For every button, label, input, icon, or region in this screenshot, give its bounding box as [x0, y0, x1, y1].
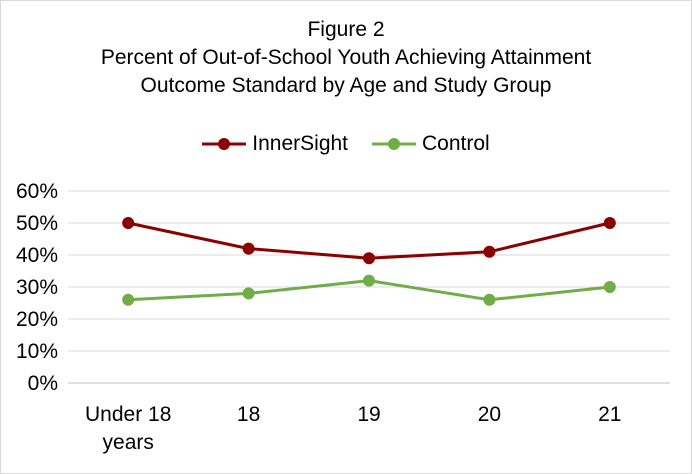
x-axis-tick-labels: Under 18 years 18 19 20 21 — [85, 403, 621, 454]
data-point — [242, 242, 255, 255]
chart-title-line-2: Percent of Out-of-School Youth Achieving… — [100, 46, 592, 69]
data-point — [483, 245, 496, 258]
x-tick-label: Under 18 — [85, 403, 171, 426]
data-point — [122, 217, 135, 229]
y-tick-label: 30% — [16, 276, 58, 299]
x-tick-label: 19 — [357, 403, 380, 426]
gridlines — [68, 190, 670, 384]
series-control — [122, 274, 616, 306]
legend-label-control: Control — [422, 132, 490, 155]
y-tick-label: 10% — [16, 340, 58, 363]
y-tick-label: 60% — [16, 180, 58, 203]
data-point — [483, 293, 496, 306]
y-tick-label: 40% — [16, 244, 58, 267]
series-layer — [122, 217, 616, 306]
y-tick-label: 20% — [16, 308, 58, 331]
x-tick-label: 18 — [237, 403, 260, 426]
x-tick-label: years — [103, 431, 154, 454]
series-innersight — [122, 217, 616, 265]
x-tick-label: 21 — [598, 403, 621, 426]
data-point — [242, 287, 255, 300]
chart-title-line-3: Outcome Standard by Age and Study Group — [140, 74, 552, 97]
y-tick-label: 0% — [28, 372, 58, 395]
chart-legend: InnerSight Control — [0, 130, 692, 158]
data-point — [363, 274, 375, 287]
y-axis-tick-labels: 0% 10% 20% 30% 40% 50% 60% — [16, 180, 58, 395]
data-point — [363, 252, 375, 265]
legend-label-innersight: InnerSight — [252, 132, 349, 155]
legend-swatch-innersight — [202, 138, 247, 150]
chart-title-line-1: Figure 2 — [307, 18, 385, 41]
data-point — [603, 281, 616, 293]
x-tick-label: 20 — [478, 403, 501, 426]
data-point — [603, 217, 616, 229]
chart-title: Figure 2 Percent of Out-of-School Youth … — [0, 16, 692, 100]
legend-item-innersight: InnerSight — [202, 132, 348, 156]
legend-swatch-control — [372, 138, 417, 150]
data-point — [122, 293, 135, 306]
y-tick-label: 50% — [16, 212, 58, 235]
legend-item-control: Control — [372, 132, 490, 156]
